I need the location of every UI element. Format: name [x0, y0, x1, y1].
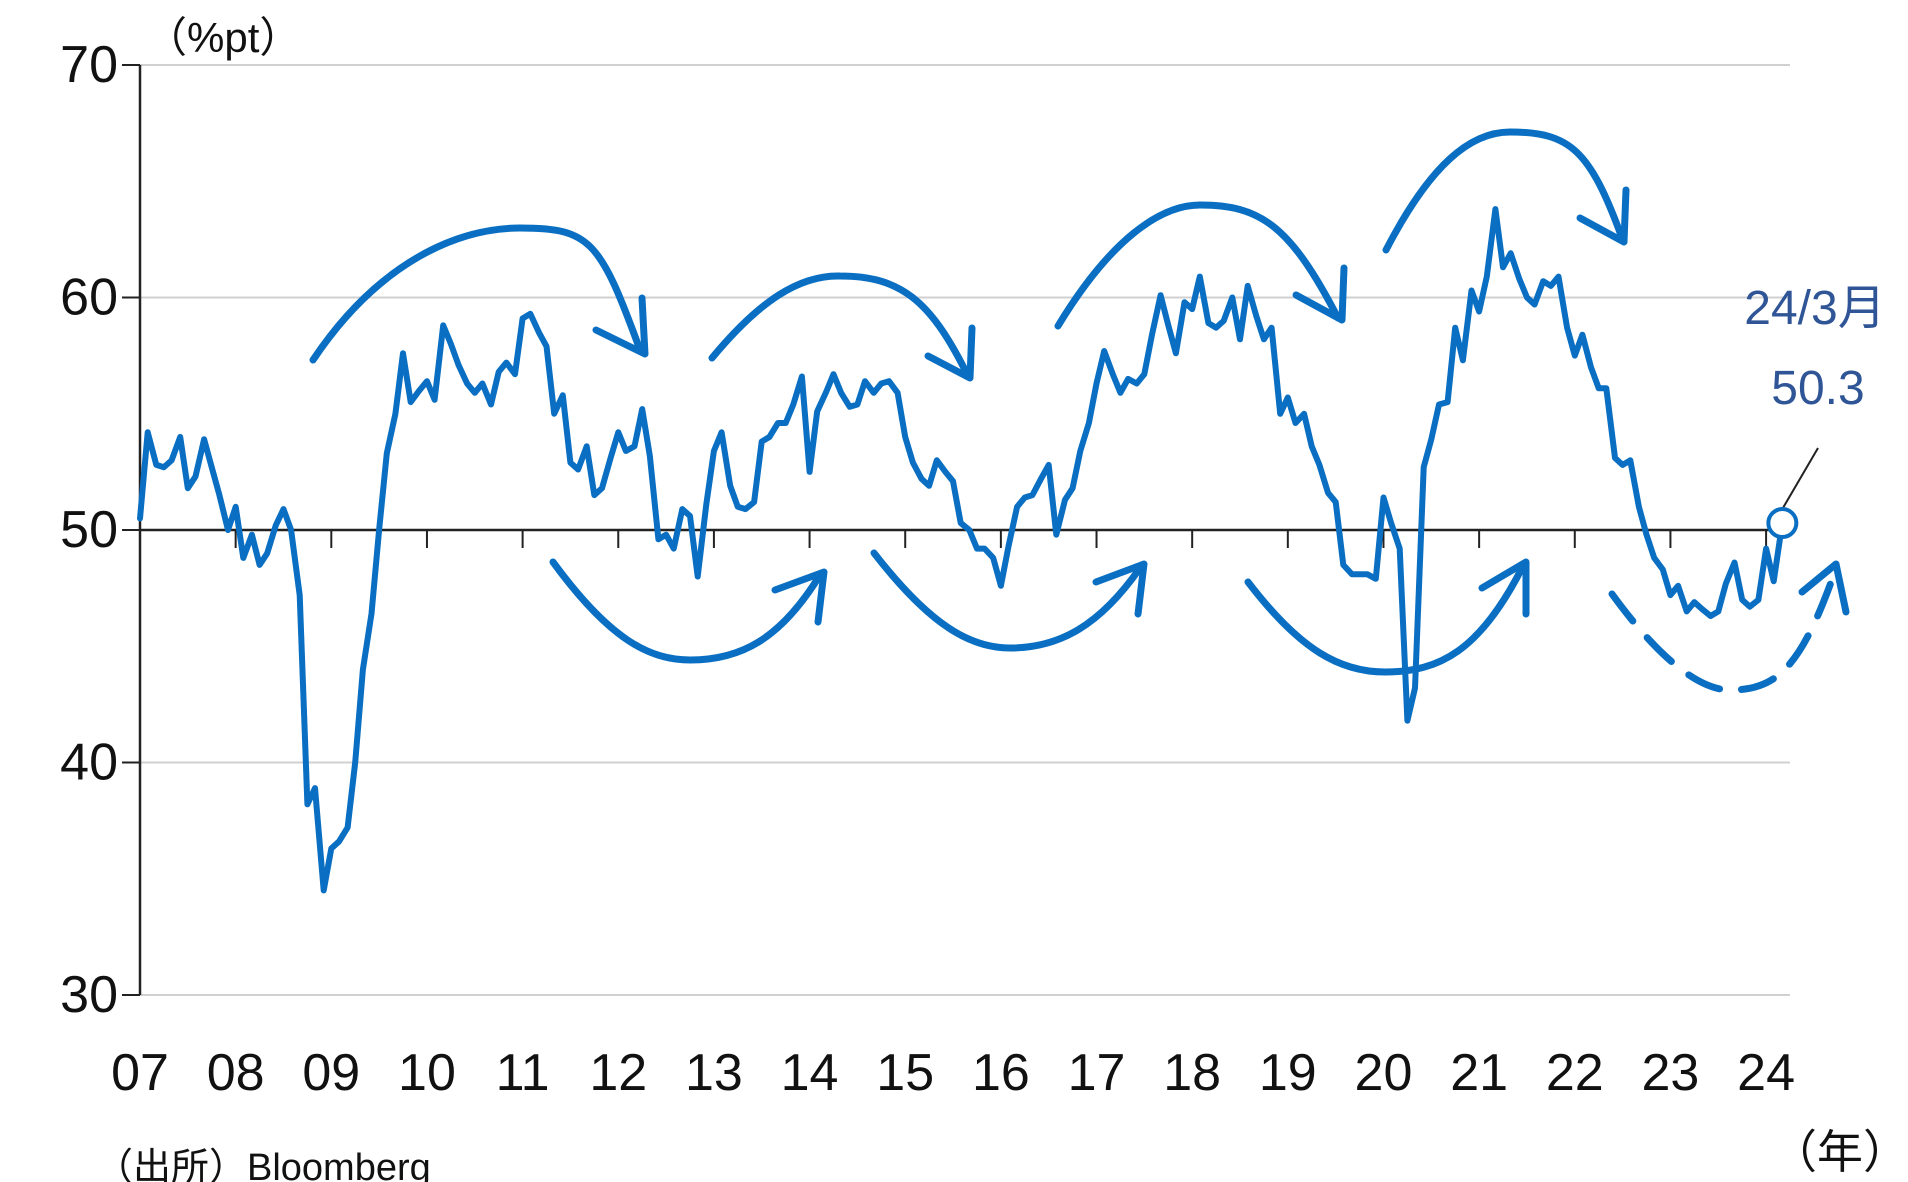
x-tick-label: 15 — [876, 1044, 934, 1102]
y-unit-label: （%pt） — [145, 14, 301, 61]
cycle-arrow — [309, 224, 524, 364]
axes — [122, 64, 1790, 996]
x-tick-label: 08 — [207, 1044, 265, 1102]
x-tick-label: 22 — [1546, 1044, 1604, 1102]
x-tick-label: 10 — [398, 1044, 456, 1102]
y-tick-label: 30 — [60, 966, 118, 1024]
latest-value-label: 50.3 — [1771, 362, 1864, 415]
x-tick-label: 14 — [781, 1044, 839, 1102]
y-tick-label: 70 — [60, 36, 118, 94]
x-tick-label: 13 — [685, 1044, 743, 1102]
x-tick-label: 17 — [1068, 1044, 1126, 1102]
cycle-arrow — [549, 558, 824, 664]
x-tick-labels: 07 08 09 10 11 12 13 14 15 16 17 18 19 20 21 22 23 24 — [111, 1044, 1795, 1102]
series-line — [137, 206, 1786, 894]
latest-leader-line — [1781, 447, 1819, 510]
x-tick-label: 23 — [1642, 1044, 1700, 1102]
cycle-arrow — [1244, 564, 1526, 676]
x-unit-label: （年） — [1771, 1126, 1908, 1178]
latest-date-label: 24/3月 — [1744, 282, 1885, 335]
series-line-group — [137, 206, 1786, 894]
x-tick-label: 19 — [1259, 1044, 1317, 1102]
cycle-arrow-dashed — [1608, 570, 1838, 694]
y-tick-labels: 30 40 50 60 70 — [60, 36, 118, 1024]
cycle-arrow — [1054, 201, 1342, 330]
x-tick-label: 09 — [302, 1044, 360, 1102]
cycle-arrowhead — [1478, 558, 1530, 618]
y-tick-label: 40 — [60, 734, 118, 792]
x-tick-label: 12 — [589, 1044, 647, 1102]
gridlines — [140, 64, 1790, 996]
cycle-arrowhead — [1292, 264, 1348, 324]
cycle-arrowhead — [771, 568, 828, 626]
cycle-arrow — [870, 549, 1144, 652]
x-tick-label: 18 — [1163, 1044, 1221, 1102]
latest-point-marker — [1766, 507, 1799, 540]
cycle-arrowhead — [1576, 186, 1630, 246]
cycle-arrowhead — [592, 294, 649, 358]
cycle-arrows — [309, 128, 1850, 694]
latest-annotation: 24/3月 50.3 — [1744, 282, 1886, 540]
cycle-arrowhead — [1798, 560, 1850, 616]
source-note: （出所）Bloomberg — [95, 1147, 431, 1182]
cycle-arrowhead — [924, 324, 976, 382]
x-tick-label: 11 — [496, 1044, 550, 1102]
cycle-arrowhead — [1092, 560, 1148, 618]
x-tick-label: 20 — [1355, 1044, 1413, 1102]
y-tick-label: 50 — [60, 501, 118, 559]
y-tick-label: 60 — [60, 269, 118, 327]
x-tick-label: 21 — [1450, 1044, 1508, 1102]
x-tick-label: 24 — [1737, 1044, 1795, 1102]
x-tick-label: 16 — [972, 1044, 1030, 1102]
x-tick-label: 07 — [111, 1044, 169, 1102]
cycle-arrow — [516, 224, 644, 354]
cycle-arrow — [708, 272, 970, 376]
cycle-arrow — [1382, 128, 1626, 254]
